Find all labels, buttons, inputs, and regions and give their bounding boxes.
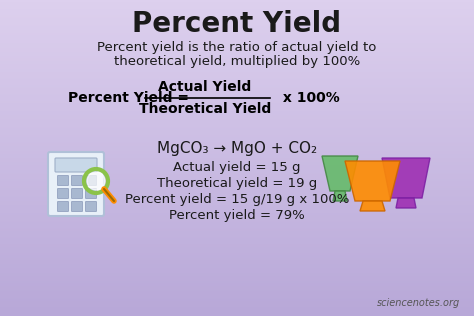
Text: Actual yield = 15 g: Actual yield = 15 g [173, 161, 301, 174]
Text: x 100%: x 100% [278, 91, 340, 105]
Text: Theoretical Yield: Theoretical Yield [139, 102, 271, 116]
FancyBboxPatch shape [85, 189, 97, 198]
Polygon shape [396, 198, 416, 208]
FancyBboxPatch shape [72, 175, 82, 185]
Text: Percent yield is the ratio of actual yield to: Percent yield is the ratio of actual yie… [97, 41, 377, 54]
Polygon shape [322, 156, 358, 191]
FancyBboxPatch shape [85, 202, 97, 211]
Polygon shape [382, 158, 430, 198]
Text: Percent Yield =: Percent Yield = [68, 91, 194, 105]
FancyBboxPatch shape [57, 189, 69, 198]
Text: Percent yield = 15 g/19 g x 100%: Percent yield = 15 g/19 g x 100% [125, 193, 349, 206]
Text: Theoretical yield = 19 g: Theoretical yield = 19 g [157, 178, 317, 191]
Polygon shape [333, 191, 347, 201]
Text: Percent yield = 79%: Percent yield = 79% [169, 210, 305, 222]
Polygon shape [360, 201, 385, 211]
FancyBboxPatch shape [55, 158, 97, 172]
Circle shape [87, 172, 105, 190]
Text: MgCO₃ → MgO + CO₂: MgCO₃ → MgO + CO₂ [157, 141, 317, 155]
FancyBboxPatch shape [48, 152, 104, 216]
FancyBboxPatch shape [57, 202, 69, 211]
Polygon shape [345, 161, 400, 201]
FancyBboxPatch shape [72, 202, 82, 211]
Text: theoretical yield, multiplied by 100%: theoretical yield, multiplied by 100% [114, 56, 360, 69]
Text: sciencenotes.org: sciencenotes.org [377, 298, 460, 308]
Text: Actual Yield: Actual Yield [158, 80, 252, 94]
FancyBboxPatch shape [85, 175, 97, 185]
FancyBboxPatch shape [72, 189, 82, 198]
Text: Percent Yield: Percent Yield [132, 10, 342, 38]
FancyBboxPatch shape [57, 175, 69, 185]
